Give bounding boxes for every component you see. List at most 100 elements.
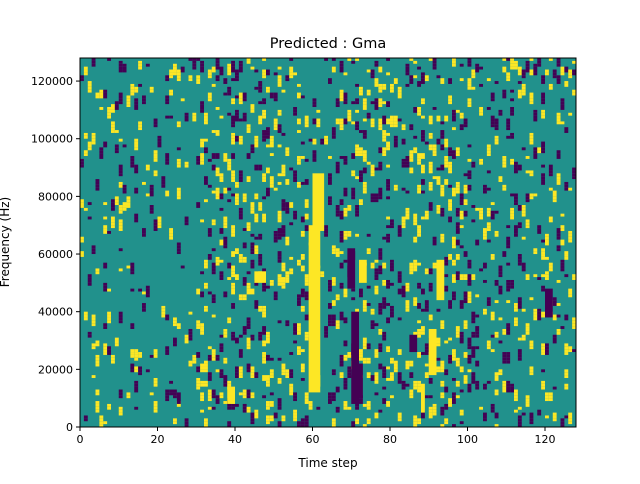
heatmap-cell — [355, 308, 360, 312]
heatmap-cell — [285, 375, 290, 378]
heatmap-cell — [242, 326, 247, 329]
heatmap-cell — [556, 63, 561, 67]
heatmap-cell — [510, 386, 515, 390]
heatmap-cell — [378, 118, 383, 122]
heatmap-cell — [397, 349, 402, 353]
heatmap-cell — [114, 150, 119, 154]
heatmap-cell — [103, 144, 108, 148]
heatmap-cell — [521, 72, 526, 76]
heatmap-cell — [277, 251, 282, 255]
heatmap-cell — [421, 81, 425, 84]
heatmap-cell — [401, 141, 406, 145]
heatmap-cell — [494, 210, 499, 214]
heatmap-cell — [184, 337, 189, 341]
heatmap-cell — [467, 101, 472, 105]
heatmap-cell — [231, 334, 236, 338]
heatmap-cell — [285, 150, 290, 154]
heatmap-cell — [87, 144, 92, 148]
heatmap-cell — [521, 265, 526, 269]
heatmap-cell — [297, 424, 301, 427]
heatmap-cell — [378, 187, 383, 191]
heatmap-cell — [386, 72, 391, 76]
heatmap-cell — [494, 424, 499, 427]
heatmap-cell — [548, 395, 553, 399]
heatmap-cell — [529, 141, 534, 145]
heatmap-cell — [564, 81, 569, 84]
heatmap-cell — [486, 239, 491, 243]
heatmap-cell — [351, 101, 356, 105]
heatmap-cell — [378, 190, 383, 194]
heatmap-cell — [514, 398, 518, 402]
heatmap-cell — [297, 184, 301, 188]
heatmap-cell — [126, 199, 131, 203]
heatmap-cell — [343, 118, 348, 122]
heatmap-cell — [390, 305, 394, 309]
heatmap-cell — [428, 167, 433, 171]
heatmap-cell — [173, 337, 177, 341]
heatmap-cell — [304, 334, 309, 338]
heatmap-cell — [223, 357, 228, 361]
heatmap-cell — [386, 118, 391, 122]
heatmap-cell — [417, 262, 422, 266]
heatmap-cell — [142, 95, 146, 99]
heatmap-cell — [304, 225, 309, 229]
heatmap-cell — [486, 343, 491, 347]
heatmap-cell — [521, 210, 526, 214]
heatmap-cell — [366, 161, 371, 165]
heatmap-cell — [231, 406, 236, 410]
heatmap-cell — [417, 334, 422, 338]
heatmap-cell — [525, 326, 530, 329]
heatmap-cell — [421, 78, 425, 82]
heatmap-cell — [390, 372, 394, 376]
heatmap-cell — [87, 277, 92, 280]
heatmap-cell — [196, 323, 201, 327]
heatmap-cell — [111, 124, 115, 128]
heatmap-cell — [556, 156, 561, 159]
heatmap-cell — [548, 86, 553, 90]
heatmap-cell — [207, 377, 212, 381]
heatmap-cell — [514, 196, 518, 200]
heatmap-cell — [227, 277, 232, 280]
heatmap-cell — [351, 297, 356, 301]
heatmap-cell — [223, 92, 228, 96]
heatmap-cell — [277, 127, 282, 131]
heatmap-cell — [494, 282, 499, 286]
heatmap-cell — [475, 294, 480, 298]
heatmap-cell — [269, 357, 274, 361]
heatmap-cell — [459, 412, 464, 416]
heatmap-cell — [219, 72, 224, 76]
heatmap-cell — [362, 181, 367, 185]
heatmap-cell — [397, 377, 402, 381]
heatmap-cell — [238, 92, 243, 96]
heatmap-cell — [359, 352, 363, 355]
heatmap-cell — [200, 60, 205, 64]
heatmap-cell — [436, 210, 441, 214]
heatmap-block — [421, 383, 425, 413]
heatmap-cell — [459, 409, 464, 413]
heatmap-cell — [157, 141, 162, 145]
heatmap-cell — [204, 363, 208, 367]
heatmap-cell — [111, 222, 115, 226]
heatmap-cell — [231, 282, 236, 286]
heatmap-cell — [262, 101, 267, 105]
heatmap-cell — [262, 326, 267, 329]
heatmap-cell — [335, 167, 340, 171]
heatmap-cell — [200, 107, 205, 110]
heatmap-cell — [545, 236, 549, 240]
heatmap-cell — [254, 245, 259, 249]
heatmap-cell — [235, 95, 239, 99]
heatmap-cell — [351, 424, 356, 427]
heatmap-cell — [556, 181, 561, 185]
heatmap-cell — [521, 205, 526, 208]
heatmap-cell — [173, 69, 177, 73]
heatmap-cell — [266, 354, 270, 358]
heatmap-cell — [502, 254, 507, 257]
heatmap-cell — [467, 81, 472, 84]
heatmap-cell — [285, 239, 290, 243]
heatmap-cell — [452, 58, 456, 61]
heatmap-cell — [134, 386, 139, 390]
heatmap-cell — [525, 398, 530, 402]
heatmap-cell — [413, 75, 418, 79]
heatmap-cell — [339, 265, 344, 269]
heatmap-cell — [378, 251, 383, 255]
